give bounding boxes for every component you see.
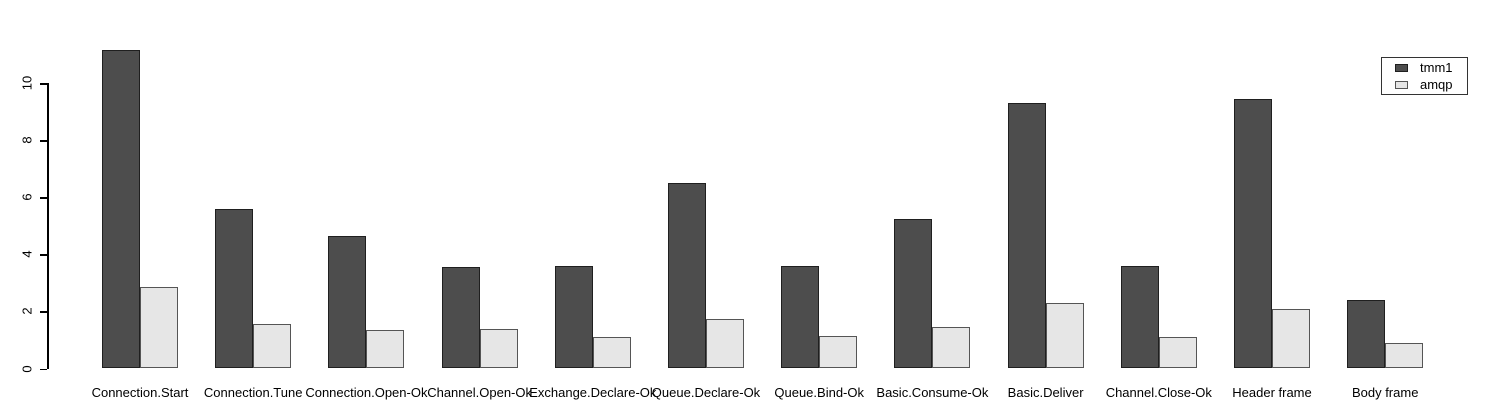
bar-amqp xyxy=(1272,308,1310,369)
bar-amqp xyxy=(1045,302,1084,369)
bar-amqp xyxy=(706,318,744,369)
x-tick-label: Connection.Open-Ok xyxy=(305,385,428,400)
bar-amqp xyxy=(592,337,631,369)
y-tick-label: 6 xyxy=(19,193,35,201)
bar-tmm1 xyxy=(215,208,254,369)
bar-tmm1 xyxy=(1120,265,1159,369)
y-tick-mark xyxy=(40,197,47,199)
bar-amqp xyxy=(140,287,178,369)
y-tick-mark xyxy=(40,140,47,142)
x-tick-label: Basic.Consume-Ok xyxy=(876,385,989,400)
y-tick-label: 8 xyxy=(19,136,35,144)
bar-tmm1 xyxy=(554,265,593,369)
bar-tmm1 xyxy=(1234,98,1272,369)
y-axis-line xyxy=(47,83,49,369)
legend-entry-tmm1: tmm1 xyxy=(1395,59,1467,75)
bar-tmm1 xyxy=(328,235,367,369)
y-tick-mark xyxy=(40,254,47,256)
y-tick-label: 10 xyxy=(19,75,35,91)
x-tick-label: Channel.Open-Ok xyxy=(427,385,532,400)
x-tick-label: Queue.Declare-Ok xyxy=(651,385,761,400)
legend: tmm1 amqp xyxy=(1381,57,1468,95)
x-tick-label: Connection.Tune xyxy=(203,385,303,400)
bar-tmm1 xyxy=(1007,102,1046,369)
bar-tmm1 xyxy=(441,267,480,369)
bar-tmm1 xyxy=(1347,299,1386,369)
x-tick-label: Exchange.Declare-Ok xyxy=(529,385,657,400)
bar-tmm1 xyxy=(102,50,140,369)
x-tick-label: Body frame xyxy=(1351,385,1419,400)
bar-tmm1 xyxy=(668,182,706,369)
y-tick-label: 2 xyxy=(19,307,35,316)
bar-tmm1 xyxy=(781,265,820,369)
y-tick-mark xyxy=(40,311,47,313)
bar-amqp xyxy=(479,328,518,369)
x-tick-label: Queue.Bind-Ok xyxy=(774,385,864,400)
legend-label-tmm1: tmm1 xyxy=(1420,59,1453,75)
x-tick-label: Basic.Deliver xyxy=(1007,385,1084,400)
legend-label-amqp: amqp xyxy=(1420,76,1453,92)
bar-amqp xyxy=(819,335,858,369)
legend-entry-amqp: amqp xyxy=(1395,76,1467,92)
y-tick-mark xyxy=(40,368,47,370)
legend-swatch-amqp xyxy=(1395,80,1408,89)
x-tick-label: Header frame xyxy=(1232,385,1312,400)
bar-amqp xyxy=(1385,342,1424,369)
y-tick-label: 0 xyxy=(19,364,35,373)
bar-amqp xyxy=(253,324,292,369)
x-tick-label: Channel.Close-Ok xyxy=(1105,385,1212,400)
x-tick-label: Connection.Start xyxy=(91,385,189,400)
legend-swatch-tmm1 xyxy=(1395,63,1408,72)
y-tick-mark xyxy=(40,83,47,85)
bar-tmm1 xyxy=(894,218,933,369)
y-tick-label: 4 xyxy=(19,250,35,258)
bar-amqp xyxy=(366,329,405,369)
bar-amqp xyxy=(932,327,971,369)
bar-amqp xyxy=(1158,337,1197,369)
